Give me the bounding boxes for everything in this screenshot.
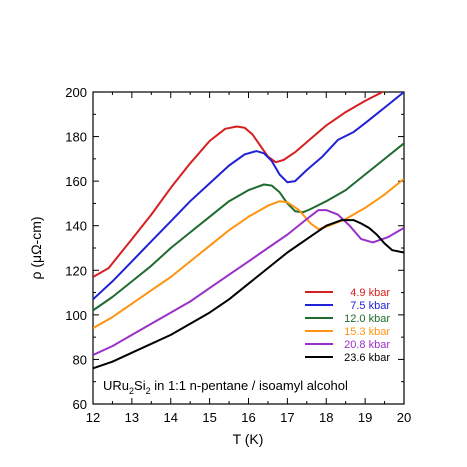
annot-rest: in 1:1 n-pentane / isoamyl alcohol <box>151 378 348 393</box>
x-tick-label: 12 <box>86 410 100 425</box>
series-line-2 <box>93 142 404 312</box>
series-line-1 <box>93 92 404 301</box>
series-line-5 <box>93 219 404 370</box>
y-tick-label: 160 <box>65 174 87 189</box>
legend-label-2: 12.0 kbar <box>344 313 390 325</box>
annot-sub1: 2 <box>129 386 134 396</box>
x-tick-label: 20 <box>397 410 411 425</box>
legend-label-0: 4.9 kbar <box>350 287 390 299</box>
chart-annotation: URu2Si2 in 1:1 n-pentane / isoamyl alcoh… <box>103 378 348 396</box>
annot-base: URu <box>103 378 129 393</box>
y-tick-label: 200 <box>65 85 87 100</box>
series-line-4 <box>93 209 404 356</box>
annot-sub2: 2 <box>146 386 151 396</box>
x-axis-label: T (K) <box>233 431 264 447</box>
y-tick-label: 140 <box>65 219 87 234</box>
x-tick-label: 19 <box>358 410 372 425</box>
y-axis: 60 80 100 120 140 160 180 200 <box>65 85 404 412</box>
x-tick-label: 17 <box>280 410 294 425</box>
x-tick-label: 15 <box>202 410 216 425</box>
legend-label-3: 15.3 kbar <box>344 326 390 338</box>
series-layer <box>93 92 404 370</box>
x-tick-label: 13 <box>125 410 139 425</box>
y-tick-label: 100 <box>65 308 87 323</box>
x-tick-label: 18 <box>319 410 333 425</box>
legend-label-4: 20.8 kbar <box>344 339 390 351</box>
legend-label-1: 7.5 kbar <box>350 300 390 312</box>
x-tick-label: 14 <box>164 410 178 425</box>
y-tick-label: 180 <box>65 130 87 145</box>
x-axis: 12 13 14 15 16 17 18 19 20 <box>86 92 411 425</box>
y-tick-label: 80 <box>73 352 87 367</box>
x-tick-label: 16 <box>241 410 255 425</box>
y-axis-label: ρ (μΩ-cm) <box>28 216 44 279</box>
y-tick-label: 120 <box>65 263 87 278</box>
series-line-0 <box>93 92 385 278</box>
annot-mid: Si <box>134 378 146 393</box>
y-tick-label: 60 <box>73 397 87 412</box>
legend-label-5: 23.6 kbar <box>344 352 390 364</box>
